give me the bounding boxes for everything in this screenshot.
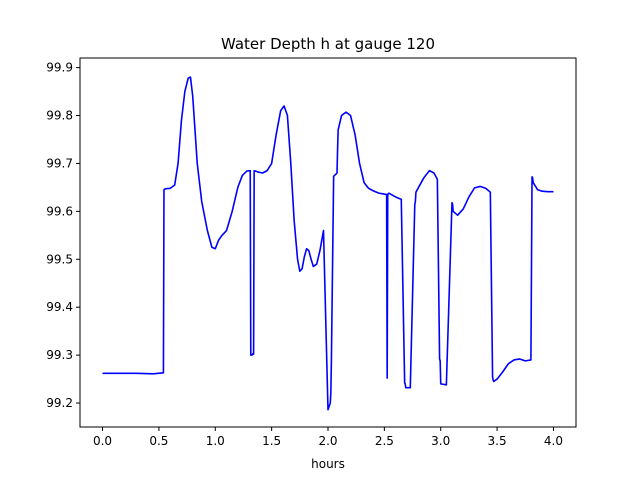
series-line: [102, 76, 554, 411]
y-tick-label: 99.4: [46, 300, 73, 314]
y-tick-label: 99.7: [46, 156, 73, 170]
y-tick-label: 99.6: [46, 204, 73, 218]
y-tick-label: 99.2: [46, 396, 73, 410]
x-tick-label: 3.0: [431, 434, 450, 448]
x-tick-label: 2.0: [318, 434, 337, 448]
y-tick-label: 99.5: [46, 252, 73, 266]
x-axis: 0.0 0.5 1.0 1.5 2.0 2.5 3.0 3.5 4.0: [93, 427, 563, 448]
series-layer: [102, 76, 554, 411]
x-tick-label: 1.0: [206, 434, 225, 448]
y-tick-label: 99.8: [46, 109, 73, 123]
x-tick-label: 4.0: [544, 434, 563, 448]
x-tick-label: 2.5: [375, 434, 394, 448]
chart-title: Water Depth h at gauge 120: [221, 35, 435, 53]
x-tick-label: 0.0: [93, 434, 112, 448]
x-tick-label: 0.5: [149, 434, 168, 448]
y-axis: 99.2 99.3 99.4 99.5 99.6 99.7 99.8 99.9: [46, 61, 80, 410]
x-tick-label: 1.5: [262, 434, 281, 448]
axes-frame: [79, 57, 577, 428]
x-axis-label: hours: [311, 457, 345, 471]
y-tick-label: 99.3: [46, 348, 73, 362]
x-tick-label: 3.5: [488, 434, 507, 448]
y-tick-label: 99.9: [46, 61, 73, 75]
